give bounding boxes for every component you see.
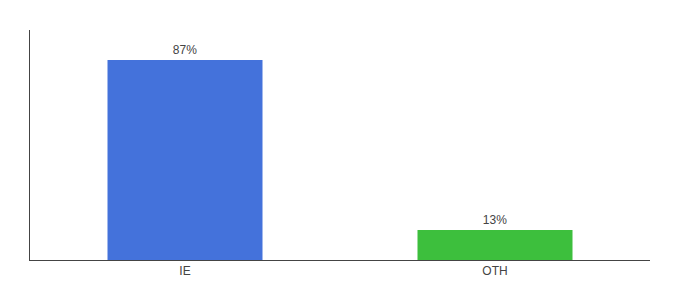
svg-text:87%: 87% <box>173 43 197 57</box>
svg-text:IE: IE <box>179 264 190 278</box>
svg-text:OTH: OTH <box>482 264 507 278</box>
svg-text:13%: 13% <box>483 213 507 227</box>
